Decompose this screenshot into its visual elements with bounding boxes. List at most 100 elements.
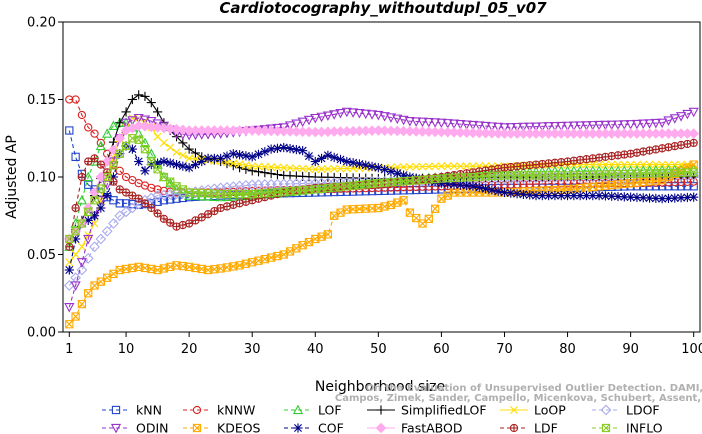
series-point xyxy=(669,114,680,124)
legend-label: KDEOS xyxy=(217,421,261,434)
series-point xyxy=(178,193,187,203)
series-point xyxy=(436,118,447,129)
x-tick-label: 20 xyxy=(181,342,198,357)
series-point xyxy=(171,160,182,170)
series-point xyxy=(77,172,87,182)
series-point xyxy=(467,120,479,131)
series-point xyxy=(109,161,118,170)
series-point xyxy=(140,166,150,176)
series-point xyxy=(430,204,440,213)
series-point xyxy=(152,122,163,133)
series-point xyxy=(651,193,661,203)
series-point xyxy=(632,148,642,157)
series-point xyxy=(273,163,282,172)
series-point xyxy=(158,122,170,134)
legend-swatch-marker xyxy=(292,404,304,415)
series-point xyxy=(147,157,156,166)
series-point xyxy=(84,207,93,217)
series-point xyxy=(544,191,554,201)
legend-swatch-marker xyxy=(509,423,519,433)
series-point xyxy=(241,151,251,161)
series-point xyxy=(418,162,427,171)
series-point xyxy=(286,164,295,172)
series-point xyxy=(455,119,466,130)
series-point xyxy=(373,163,383,173)
series-point xyxy=(639,160,648,169)
series-point xyxy=(335,108,346,119)
series-point xyxy=(303,115,315,126)
series-point xyxy=(248,162,257,171)
series-point xyxy=(664,160,673,169)
series-point xyxy=(71,203,80,213)
series-point xyxy=(342,156,352,167)
series-point xyxy=(411,117,422,127)
y-axis-label: Adjusted AP xyxy=(4,135,20,219)
series-point xyxy=(76,258,88,268)
series-point xyxy=(65,320,74,329)
series-point xyxy=(632,160,641,169)
series-point xyxy=(172,222,181,231)
series-point xyxy=(645,160,654,169)
series-point xyxy=(139,115,151,126)
series-point xyxy=(612,120,624,130)
series-point xyxy=(443,162,452,171)
series-inflo xyxy=(65,134,698,244)
series-point xyxy=(76,194,88,205)
series-point xyxy=(455,180,465,190)
series-point xyxy=(543,122,554,132)
legend-swatch-marker xyxy=(376,405,386,415)
series-point xyxy=(102,172,112,182)
series-point xyxy=(373,110,384,121)
series-point xyxy=(285,143,295,154)
series-point xyxy=(587,121,598,131)
series-point xyxy=(392,114,403,125)
series-point xyxy=(354,108,365,119)
series-point xyxy=(335,154,346,165)
series-point xyxy=(575,121,586,131)
series-point xyxy=(323,164,332,173)
series-point xyxy=(83,171,94,182)
series-point xyxy=(65,126,74,135)
series-point xyxy=(82,252,94,264)
series-point xyxy=(229,200,238,210)
series-point xyxy=(442,119,453,129)
series-point xyxy=(412,162,421,171)
y-tick-label: 0.15 xyxy=(27,93,56,108)
series-point xyxy=(185,154,194,163)
watermark: On the Evaluation of Unsupervised Outlie… xyxy=(335,383,702,404)
series-point xyxy=(127,116,138,126)
series-point xyxy=(537,122,548,132)
y-tick-label: 0.00 xyxy=(27,326,56,341)
series-fastabod xyxy=(63,120,700,245)
series-point xyxy=(166,218,175,227)
series-point xyxy=(405,162,414,171)
series-point xyxy=(133,128,144,138)
legend-item-simplifiedlof: SimplifiedLOF xyxy=(367,403,487,418)
series-point xyxy=(601,160,610,169)
legend-label: COF xyxy=(318,421,344,434)
series-point xyxy=(115,118,125,128)
x-tick-label: 50 xyxy=(370,342,387,357)
series-point xyxy=(178,151,187,160)
series-point xyxy=(235,160,244,169)
series-point xyxy=(549,122,561,132)
series-point xyxy=(620,150,629,159)
series-point xyxy=(108,218,119,229)
series-point xyxy=(689,160,698,169)
series-point xyxy=(96,184,105,193)
legend-swatch-marker xyxy=(192,423,202,433)
series-point xyxy=(600,191,610,201)
series-point xyxy=(625,120,636,130)
series-point xyxy=(556,121,567,132)
series-point xyxy=(310,113,321,124)
series-point xyxy=(95,233,107,245)
x-tick-label: 90 xyxy=(622,342,639,357)
series-point xyxy=(260,162,269,171)
series-point xyxy=(581,121,592,131)
x-axis-label: Neighborhood size xyxy=(315,379,445,395)
series-point xyxy=(461,120,472,130)
series-point xyxy=(197,156,207,167)
series-point xyxy=(688,128,700,139)
series-point xyxy=(404,117,416,127)
